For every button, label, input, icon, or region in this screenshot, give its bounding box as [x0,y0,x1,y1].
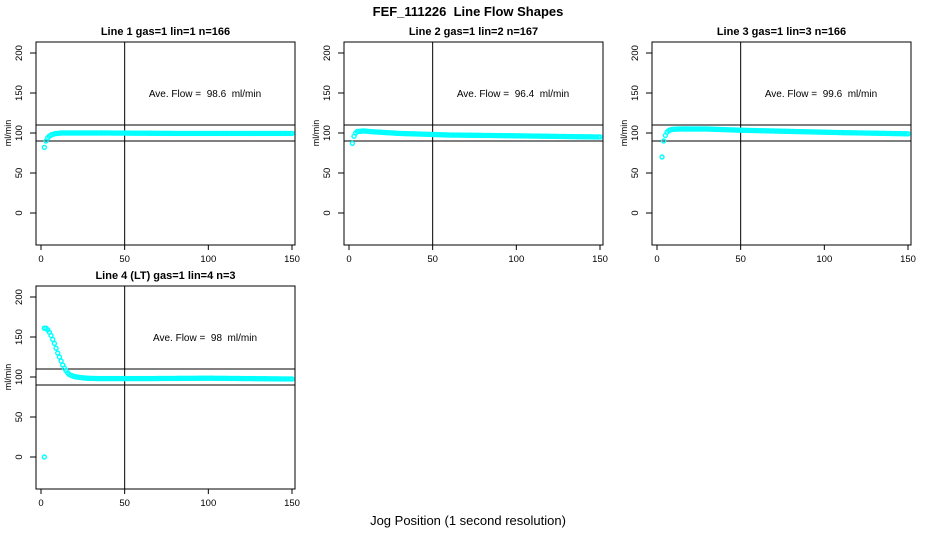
y-axis-label: ml/min [3,364,13,391]
data-points [41,130,295,151]
y-tick-label: 200 [630,45,641,61]
x-tick-label: 100 [200,254,216,265]
x-tick-label: 0 [346,254,351,265]
x-tick-label: 100 [200,498,216,509]
y-tick-label: 50 [14,412,25,423]
y-tick-label: 150 [14,329,25,345]
x-tick-label: 0 [654,254,659,265]
y-tick-label: 0 [630,210,641,215]
ave-flow-annotation: Ave. Flow = 98.6 ml/min [149,89,261,100]
panel-plot: Line 2 gas=1 lin=2 n=167 0 50 100 150 0 50 100 1… [311,26,608,265]
x-tick-label: 100 [816,254,832,265]
outlier-point [659,154,665,160]
panel-line-2: Line 2 gas=1 lin=2 n=167 0 50 100 150 0 50 100 1… [310,26,620,268]
x-tick-label: 150 [900,254,916,265]
data-points [41,325,295,460]
panel-title: Line 3 gas=1 lin=3 n=166 [717,26,846,38]
y-tick-label: 150 [322,85,333,101]
figure-title: FEF_111226 Line Flow Shapes [372,4,564,19]
y-tick-label: 100 [14,369,25,385]
y-tick-label: 100 [630,125,641,141]
data-point [53,345,59,351]
y-axis: 0 50 100 150 200 [322,45,344,216]
panel-plot: Line 1 gas=1 lin=1 n=166 0 50 100 150 0 50 100 1… [3,26,300,265]
x-axis: 0 50 100 150 [346,245,608,265]
y-tick-label: 100 [14,125,25,141]
ref-lines [36,124,295,142]
y-tick-label: 100 [322,125,333,141]
ave-flow-annotation: Ave. Flow = 98 ml/min [153,333,257,344]
plot-box [35,285,296,490]
panel-line-1: Line 1 gas=1 lin=1 n=166 0 50 100 150 0 50 100 1… [2,26,312,268]
ave-flow-annotation: Ave. Flow = 99.6 ml/min [765,89,877,100]
y-tick-label: 200 [14,45,25,61]
panel-title: Line 4 (LT) gas=1 lin=4 n=3 [95,270,235,282]
x-axis: 0 50 100 150 [38,245,300,265]
panel-line-4: Line 4 (LT) gas=1 lin=4 n=3 0 50 100 150 0 50 1… [2,270,312,512]
x-tick-label: 50 [427,254,438,265]
y-axis-label: ml/min [311,120,321,147]
y-tick-label: 200 [14,289,25,305]
ref-lines [344,124,603,142]
y-tick-label: 200 [322,45,333,61]
panel-title: Line 2 gas=1 lin=2 n=167 [409,26,538,38]
panel-line-3: Line 3 gas=1 lin=3 n=166 0 50 100 150 0 50 100 1… [618,26,928,268]
panel-plot: Line 3 gas=1 lin=3 n=166 0 50 100 150 0 50 100 1… [619,26,916,265]
plot-box [35,41,296,246]
y-tick-label: 0 [14,454,25,459]
x-tick-label: 150 [284,254,300,265]
y-tick-label: 50 [630,168,641,179]
x-axis: 0 50 100 150 [654,245,916,265]
x-axis: 0 50 100 150 [38,489,300,509]
outlier-point [41,454,48,460]
x-tick-label: 150 [592,254,608,265]
data-point [349,140,356,147]
x-tick-label: 0 [38,498,43,509]
y-tick-label: 50 [14,168,25,179]
y-tick-label: 150 [630,85,641,101]
y-axis: 0 50 100 150 200 [14,45,36,216]
outlier-point [41,144,48,151]
x-tick-label: 50 [119,498,130,509]
panel-title: Line 1 gas=1 lin=1 n=166 [101,26,230,38]
data-point [905,131,911,137]
y-tick-label: 50 [322,168,333,179]
data-points [349,128,603,147]
y-tick-label: 0 [14,210,25,215]
x-tick-label: 150 [284,498,300,509]
y-axis-label: ml/min [619,120,629,147]
panel-plot: Line 4 (LT) gas=1 lin=4 n=3 0 50 100 150 0 50 1… [3,270,300,509]
data-point [51,340,58,347]
y-axis: 0 50 100 150 200 [630,45,652,216]
data-point [289,376,295,382]
x-tick-label: 50 [119,254,130,265]
y-tick-label: 150 [14,85,25,101]
ref-lines [652,124,911,142]
plot-box [343,41,604,246]
data-points [659,126,911,160]
x-tick-label: 50 [735,254,746,265]
x-tick-label: 100 [508,254,524,265]
y-axis-label: ml/min [3,120,13,147]
y-axis: 0 50 100 150 200 [14,289,36,460]
shared-x-axis-label: Jog Position (1 second resolution) [370,513,566,528]
data-point [660,138,667,144]
data-point [289,130,295,137]
plot-box [651,41,912,246]
ref-lines [36,368,295,386]
ave-flow-annotation: Ave. Flow = 96.4 ml/min [457,89,569,100]
data-point [597,134,603,140]
y-tick-label: 0 [322,210,333,215]
x-tick-label: 0 [38,254,43,265]
